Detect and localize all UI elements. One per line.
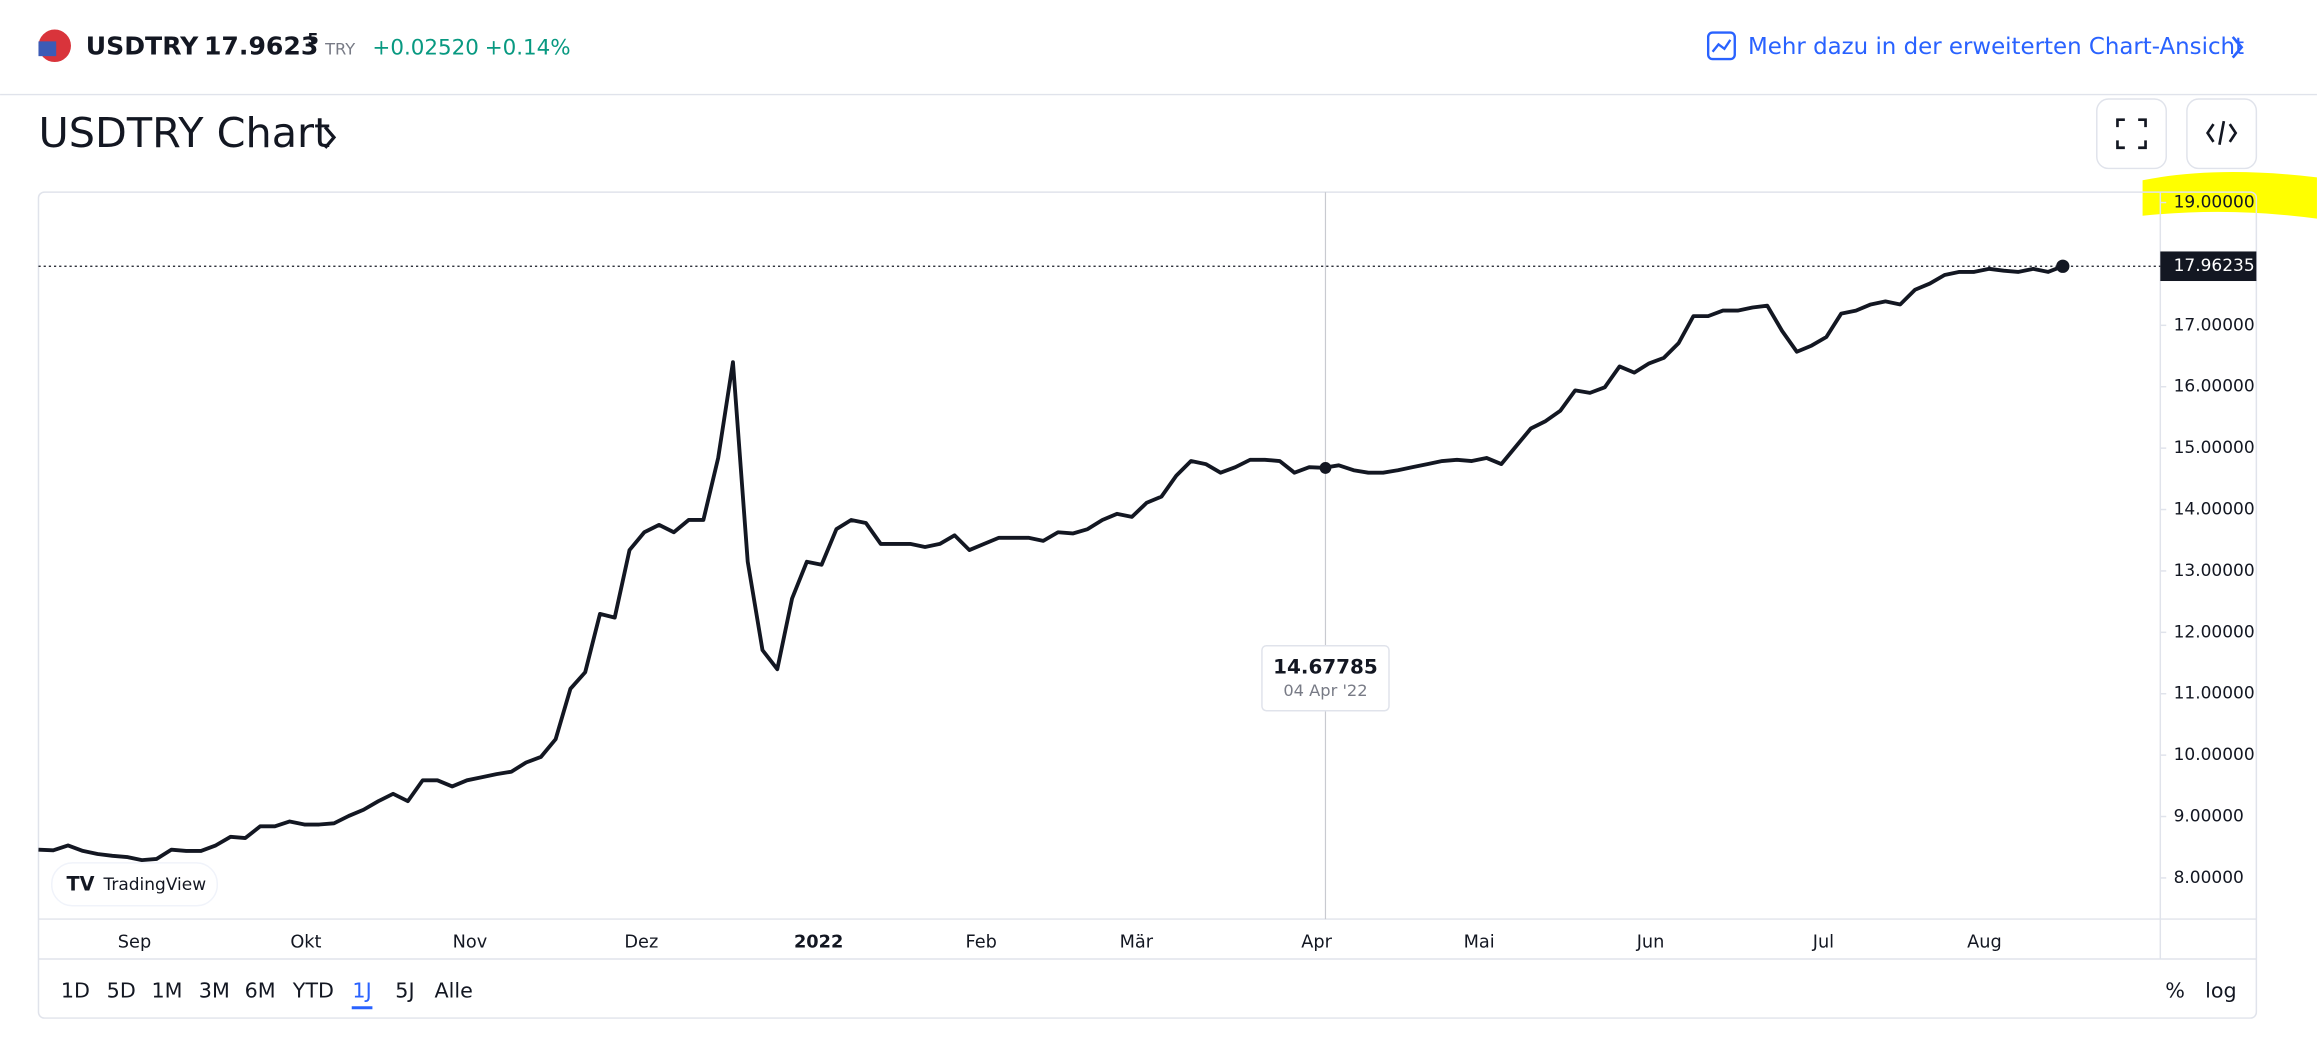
highlight (2142, 172, 2317, 219)
hover-point (1319, 461, 1332, 474)
x-tick-label: Nov (453, 933, 488, 953)
change: +0.02520 (372, 36, 478, 61)
y-tick-label: 10.00000 (2174, 745, 2255, 765)
fullscreen-button[interactable] (2096, 98, 2167, 170)
y-tick-label: 13.00000 (2174, 561, 2255, 581)
x-tick-label: Mai (1464, 933, 1495, 953)
last-price-badge (2160, 251, 2257, 282)
symbol: USDTRY (86, 31, 199, 60)
chart-icon[interactable] (1706, 31, 1736, 61)
y-tick-label: 14.00000 (2174, 500, 2255, 520)
currency: TRY (324, 40, 355, 59)
x-tick-label: Jul (1812, 933, 1834, 953)
tooltip-date: 04 Apr '22 (1283, 681, 1367, 700)
x-tick-label: Sep (118, 933, 151, 953)
range-button[interactable]: 3M (199, 978, 230, 1002)
range-button[interactable]: Alle (435, 978, 473, 1002)
last-point (2056, 259, 2070, 273)
x-tick-label: Jun (1636, 933, 1665, 953)
tooltip-box (1261, 644, 1390, 712)
y-tick-label: 16.00000 (2174, 377, 2255, 397)
advanced-link[interactable]: Mehr dazu in der erweiterten Chart-Ansic… (1748, 34, 2244, 60)
price-line (38, 264, 2064, 863)
range-button[interactable]: 6M (245, 978, 276, 1002)
price: 17.9623 (204, 31, 318, 60)
y-tick-label: 12.00000 (2174, 622, 2255, 642)
y-tick-label: 11.00000 (2174, 684, 2255, 704)
x-tick-label: Okt (290, 933, 321, 953)
link-chevron (2231, 36, 2244, 59)
watermark-logo: TV (67, 873, 95, 896)
range-button[interactable]: 1M (152, 978, 183, 1002)
flag-icon-part (38, 41, 57, 57)
y-tick-label: 19.00000 (2174, 193, 2255, 213)
chart-icon-line (1711, 39, 1732, 53)
heading-chevron (323, 126, 337, 149)
scale-button[interactable]: % (2165, 978, 2185, 1002)
y-tick-label: 15.00000 (2174, 438, 2255, 458)
tooltip-value: 14.67785 (1273, 654, 1378, 678)
chart-frame (37, 191, 2258, 1019)
last-price-label: 17.96235 (2174, 256, 2255, 276)
range-button[interactable]: 1D (61, 978, 90, 1002)
watermark: TradingView (102, 875, 206, 895)
watermark-pill[interactable] (51, 862, 219, 907)
x-tick-label: Feb (965, 933, 996, 953)
range-button[interactable]: 1J (352, 978, 371, 1002)
change-pct: +0.14% (485, 36, 571, 61)
price-sup: 5 (307, 29, 318, 48)
chart-heading[interactable]: USDTRY Chart (38, 109, 330, 157)
embed-icon (2206, 120, 2238, 146)
range-button[interactable]: 5J (395, 978, 414, 1002)
x-tick-label: Apr (1301, 933, 1332, 953)
scale-button[interactable]: log (2205, 978, 2237, 1002)
range-button[interactable]: YTD (292, 978, 334, 1002)
x-tick-label: Mär (1120, 933, 1154, 953)
range-button[interactable]: 5D (107, 978, 136, 1002)
y-tick-label: 17.00000 (2174, 315, 2255, 335)
fullscreen-icon (2116, 118, 2147, 150)
x-tick-label: Aug (1967, 933, 2002, 953)
y-tick-label: 8.00000 (2174, 868, 2244, 888)
x-tick-label: 2022 (794, 933, 843, 953)
x-tick-label: Dez (624, 933, 658, 953)
y-tick-label: 9.00000 (2174, 807, 2244, 827)
